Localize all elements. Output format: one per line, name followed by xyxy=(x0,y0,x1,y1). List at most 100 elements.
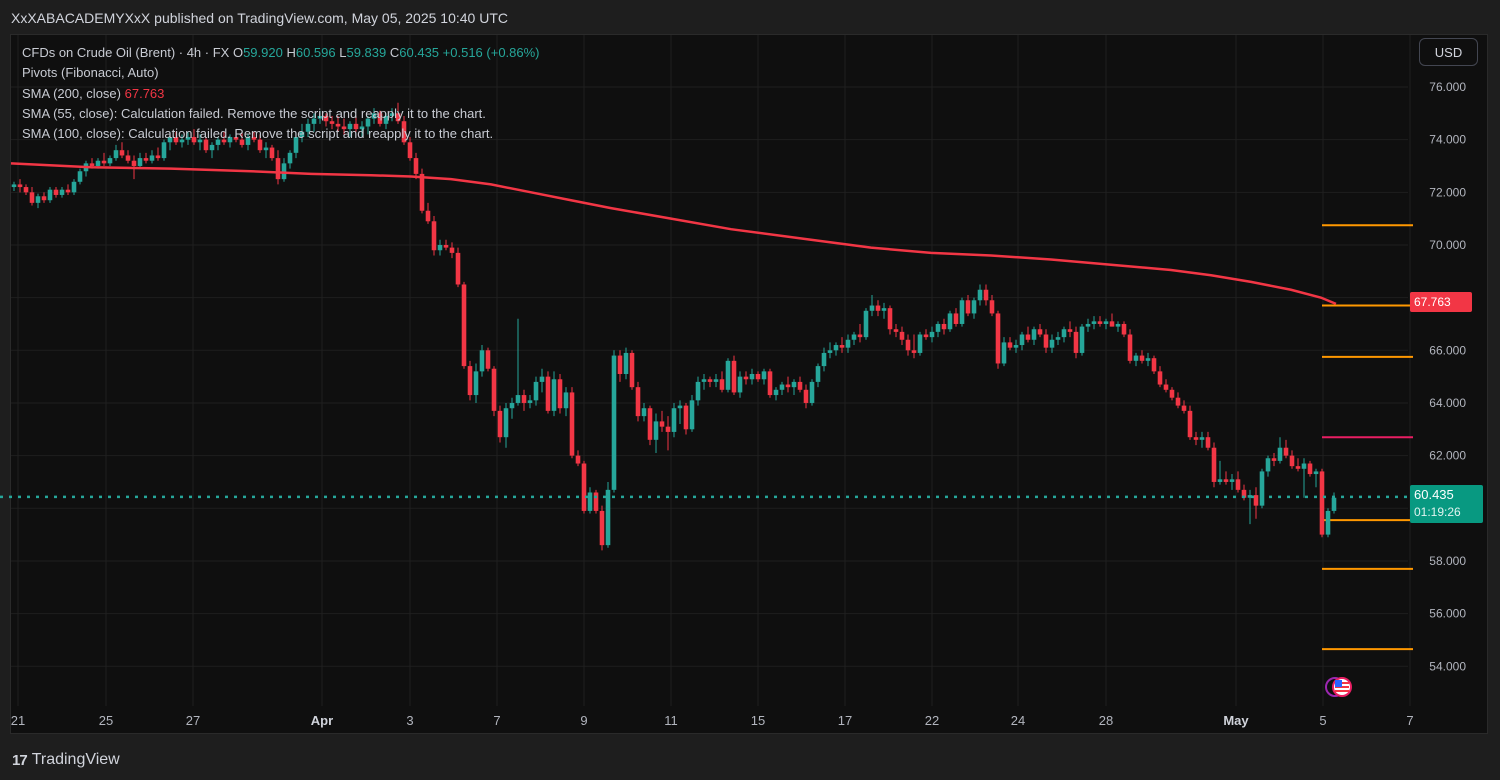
candle-body xyxy=(263,147,269,151)
low-label: L xyxy=(339,45,347,60)
candle-body xyxy=(1073,331,1079,353)
sma100-legend[interactable]: SMA (100, close): Calculation failed. Re… xyxy=(22,126,494,142)
price-tick-label: 58.000 xyxy=(1429,554,1466,568)
candle-body xyxy=(1187,410,1193,438)
candle-body xyxy=(107,158,113,164)
candle-body xyxy=(167,137,173,143)
time-tick-label: 21 xyxy=(11,713,25,728)
candle-body xyxy=(941,323,947,330)
us-flag-icon[interactable] xyxy=(1325,675,1355,699)
candle-body xyxy=(1151,358,1157,372)
candle-body xyxy=(1013,345,1019,348)
chart-pane[interactable] xyxy=(10,34,1488,734)
close-value: 60.435 xyxy=(399,45,440,60)
candle-body xyxy=(365,118,371,127)
candle-body xyxy=(287,152,293,164)
candle-body xyxy=(95,160,101,166)
candle-body xyxy=(821,352,827,367)
candle-body xyxy=(1217,479,1223,482)
candle-body xyxy=(905,339,911,351)
candle-body xyxy=(119,150,125,156)
candle-body xyxy=(1007,342,1013,348)
candle-body xyxy=(1283,447,1289,456)
sma200-value: 67.763 xyxy=(124,85,165,101)
candle-body xyxy=(155,155,161,159)
candle-body xyxy=(65,189,71,193)
time-tick-label: 15 xyxy=(751,713,765,728)
candle-body xyxy=(917,334,923,353)
candle-body xyxy=(227,137,233,143)
time-tick-label: 22 xyxy=(925,713,939,728)
sma200-legend[interactable]: SMA (200, close) 67.763 xyxy=(22,84,540,104)
candle-body xyxy=(389,113,395,116)
candle-body xyxy=(641,408,647,417)
price-tick-label: 72.000 xyxy=(1429,185,1466,199)
candle-body xyxy=(803,389,809,403)
candle-body xyxy=(269,147,275,159)
candle-body xyxy=(827,350,833,353)
candle-body xyxy=(581,463,587,511)
pivots-legend[interactable]: Pivots (Fibonacci, Auto) xyxy=(22,65,159,81)
candle-body xyxy=(623,352,629,374)
candle-body xyxy=(959,300,965,324)
candle-body xyxy=(1295,466,1301,469)
last-price: 60.435 xyxy=(1414,487,1454,502)
candle-body xyxy=(1325,510,1331,535)
published-info: XxXABACADEMYXxX published on TradingView… xyxy=(11,10,508,26)
candle-body xyxy=(353,123,359,130)
candle-body xyxy=(149,155,155,161)
candle-body xyxy=(665,426,671,432)
candle-body xyxy=(407,142,413,159)
candle-body xyxy=(233,137,239,140)
time-tick-label: 3 xyxy=(406,713,413,728)
candle-body xyxy=(1115,323,1121,327)
candle-body xyxy=(851,334,857,340)
candle-body xyxy=(1163,384,1169,390)
candle-body xyxy=(185,137,191,140)
candle-body xyxy=(161,142,167,159)
sma55-legend[interactable]: SMA (55, close): Calculation failed. Rem… xyxy=(22,105,486,121)
candle-body xyxy=(635,387,641,417)
candle-body xyxy=(707,379,713,382)
candle-body xyxy=(341,126,347,130)
candle-body xyxy=(1061,329,1067,338)
candle-body xyxy=(1097,321,1103,324)
candle-body xyxy=(701,379,707,382)
currency-button[interactable]: USD xyxy=(1419,38,1478,66)
sma200-label: SMA (200, close) xyxy=(22,85,121,101)
candle-body xyxy=(773,389,779,396)
time-tick-label: 24 xyxy=(1011,713,1025,728)
tradingview-logo[interactable]: 17 TradingView xyxy=(12,751,120,769)
candle-body xyxy=(143,158,149,161)
candle-body xyxy=(299,131,305,138)
candle-body xyxy=(863,310,869,338)
candle-body xyxy=(1025,334,1031,340)
candle-body xyxy=(125,155,131,161)
candle-body xyxy=(575,455,581,464)
candle-body xyxy=(671,408,677,432)
candle-body xyxy=(875,305,881,311)
low-value: 59.839 xyxy=(346,45,387,60)
tradingview-logo-mark: 17 xyxy=(12,751,28,769)
candle-body xyxy=(1127,334,1133,361)
footer xyxy=(0,740,1500,780)
candle-body xyxy=(53,189,59,195)
candle-body xyxy=(329,121,335,124)
candle-body xyxy=(965,300,971,314)
candle-body xyxy=(1049,339,1055,348)
candle-body xyxy=(1289,455,1295,467)
candle-body xyxy=(1031,329,1037,340)
time-tick-label: 7 xyxy=(1406,713,1413,728)
candle-body xyxy=(1133,355,1139,361)
candle-body xyxy=(515,395,521,403)
candle-body xyxy=(1019,334,1025,346)
candle-body xyxy=(1139,355,1145,361)
candle-body xyxy=(719,379,725,390)
symbol-legend[interactable]: CFDs on Crude Oil (Brent) · 4h · FX O59.… xyxy=(22,43,540,63)
candle-body xyxy=(1175,397,1181,406)
candle-body xyxy=(71,181,77,193)
candle-body xyxy=(893,329,899,332)
top-bar: XxXABACADEMYXxX published on TradingView… xyxy=(0,0,1500,34)
bar-countdown: 01:19:26 xyxy=(1414,505,1461,519)
